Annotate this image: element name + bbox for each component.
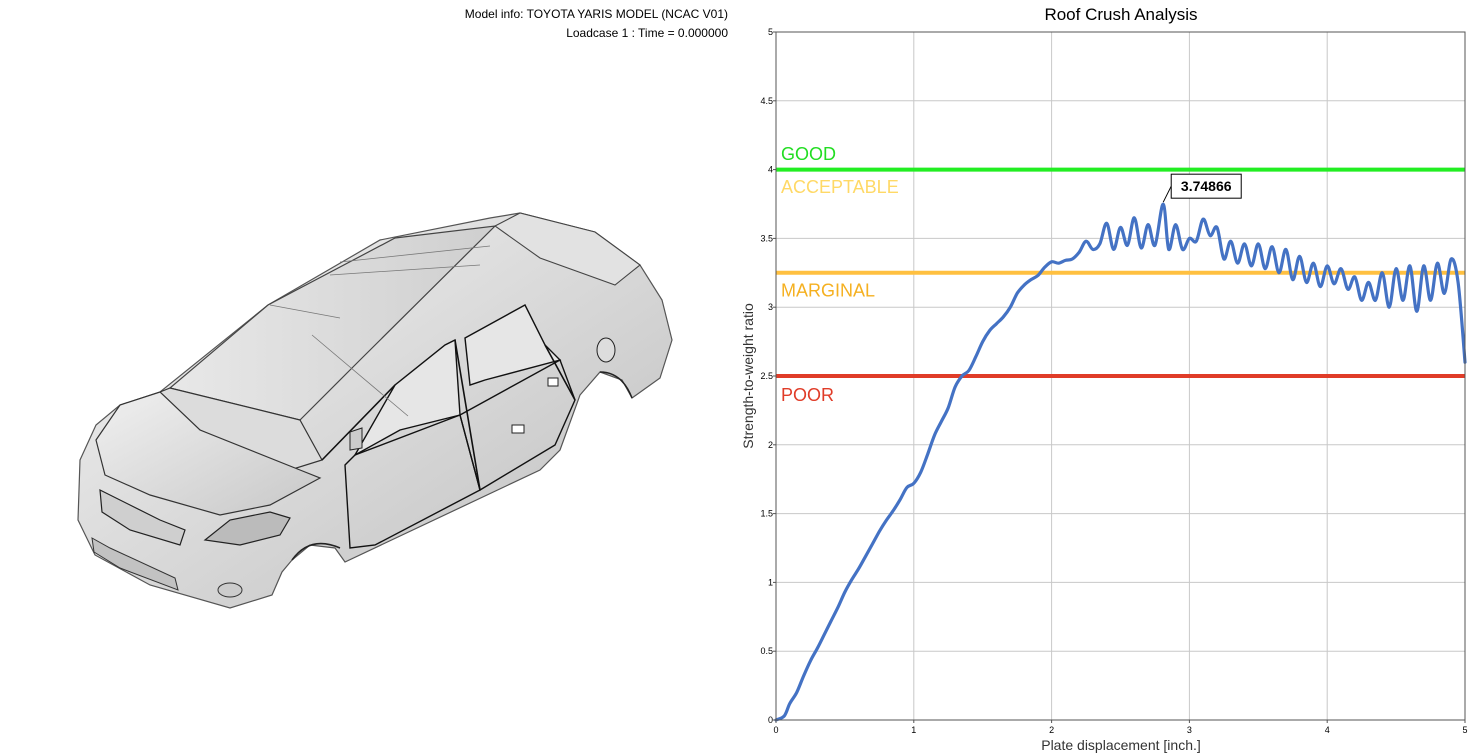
y-axis-ticks: 0 0.5 1 1.5 2 2.5 3 3.5 4 4.5 5: [760, 27, 776, 725]
model-viewport[interactable]: Model info: TOYOTA YARIS MODEL (NCAC V01…: [0, 0, 740, 756]
y-tick-label: 3: [768, 302, 773, 312]
x-tick-label: 3: [1187, 725, 1192, 735]
x-tick-label: 1: [911, 725, 916, 735]
y-tick-label: 1.5: [760, 509, 773, 519]
loadcase-time-text: Loadcase 1 : Time = 0.000000: [566, 26, 728, 40]
x-axis-ticks: 0 1 2 3 4 5: [773, 720, 1468, 735]
threshold-label-marginal: MARGINAL: [781, 280, 875, 300]
y-tick-label: 0: [768, 715, 773, 725]
x-tick-label: 4: [1325, 725, 1330, 735]
car-body-model[interactable]: [0, 0, 740, 756]
car-rear-wheel-arch: [599, 371, 633, 399]
y-tick-label: 5: [768, 27, 773, 37]
y-tick-label: 4.5: [760, 96, 773, 106]
car-grille: [99, 488, 186, 546]
threshold-labels: GOOD ACCEPTABLE MARGINAL POOR: [781, 144, 899, 405]
x-tick-label: 2: [1049, 725, 1054, 735]
car-hood: [95, 391, 322, 516]
y-axis-label: Strength-to-weight ratio: [740, 303, 756, 449]
y-tick-label: 2.5: [760, 371, 773, 381]
chart-title: Roof Crush Analysis: [1044, 5, 1197, 24]
x-tick-label: 5: [1462, 725, 1467, 735]
x-tick-label: 0: [773, 725, 778, 735]
car-front-wheel-arch: [291, 542, 341, 561]
threshold-label-acceptable: ACCEPTABLE: [781, 177, 899, 197]
y-tick-label: 2: [768, 440, 773, 450]
annotation-leader-line: [1162, 185, 1172, 203]
y-tick-label: 0.5: [760, 646, 773, 656]
y-tick-label: 1: [768, 577, 773, 587]
y-tick-label: 3.5: [760, 233, 773, 243]
peak-annotation: 3.74866: [1162, 173, 1242, 203]
annotation-value-label: 3.74866: [1181, 178, 1232, 194]
car-trunk: [493, 212, 641, 286]
car-rear-door: [459, 358, 576, 492]
threshold-label-good: GOOD: [781, 144, 836, 164]
model-info-text: Model info: TOYOTA YARIS MODEL (NCAC V01…: [464, 7, 728, 21]
series-line-strength-ratio: [774, 202, 1467, 722]
y-tick-label: 4: [768, 165, 773, 175]
roof-crush-chart: Roof Crush Analysis 0 1 2 3 4 5 0 0.5 1 1.5 2 2.5 3…: [740, 5, 1468, 753]
threshold-lines: [776, 167, 1465, 378]
x-axis-label: Plate displacement [inch.]: [1041, 737, 1201, 753]
car-headlight: [203, 511, 291, 546]
annotation-box: [1170, 173, 1242, 199]
threshold-label-poor: POOR: [781, 385, 834, 405]
